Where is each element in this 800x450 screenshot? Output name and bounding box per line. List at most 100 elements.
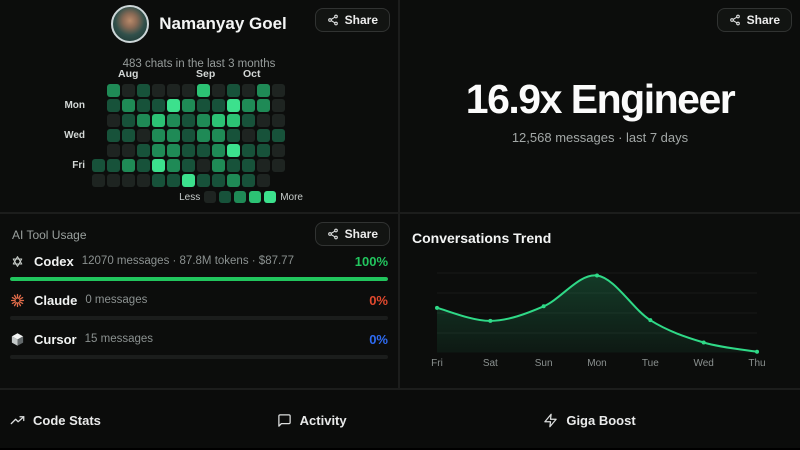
claude-logo-icon: [10, 293, 25, 308]
tool-progress-bar: [10, 277, 388, 281]
heatmap-cell: [242, 144, 255, 157]
heatmap-cell: [152, 114, 165, 127]
tool-percent: 100%: [354, 253, 388, 269]
heatmap-cell: [107, 144, 120, 157]
legend-swatch: [264, 191, 277, 203]
heatmap-cell: [167, 114, 180, 127]
heatmap-cell: [242, 174, 255, 187]
heatmap-cell: [137, 84, 150, 97]
legend-swatches: [204, 191, 277, 203]
heatmap-cell: [257, 174, 270, 187]
heatmap-cell: [272, 99, 285, 112]
heatmap-cell: [182, 144, 195, 157]
heatmap-cell: [227, 114, 240, 127]
heatmap-cell: [92, 159, 105, 172]
tool-details: 0 messages: [85, 294, 148, 306]
heatmap-cell: [257, 84, 270, 97]
heatmap-day-label: Mon: [64, 100, 85, 111]
heatmap-cell: [197, 129, 210, 142]
heatmap-cell: [167, 99, 180, 112]
heatmap-cell: [107, 99, 120, 112]
heatmap-cell: [182, 99, 195, 112]
heatmap-cell: [107, 114, 120, 127]
heatmap-cell: [212, 129, 225, 142]
share-button-label: Share: [746, 13, 780, 27]
tool-row-cursor: Cursor 15 messages 0%: [10, 331, 388, 359]
legend-more-label: More: [280, 191, 303, 203]
heatmap-cell: [152, 159, 165, 172]
heatmap-cell: [152, 129, 165, 142]
heatmap-cell: [197, 159, 210, 172]
heatmap-cell: [272, 159, 285, 172]
heatmap-cell: [182, 114, 195, 127]
heatmap-cell: [152, 84, 165, 97]
tool-percent: 0%: [369, 292, 388, 308]
heatmap-cell: [137, 174, 150, 187]
footer-item-label: Giga Boost: [566, 412, 636, 428]
tool-row-codex: Codex 12070 messages · 87.8M tokens · $87…: [10, 253, 388, 281]
heatmap-cell: [122, 114, 135, 127]
heatmap-cell: [182, 84, 195, 97]
heatmap-week-row: Wed: [64, 129, 287, 142]
tool-row-claude: Claude 0 messages 0%: [10, 292, 388, 320]
share-button-label: Share: [344, 227, 378, 241]
heatmap-day-label: Fri: [72, 160, 85, 171]
heatmap-cell: [242, 99, 255, 112]
lightning-icon: [543, 413, 558, 428]
heatmap-cell: [227, 159, 240, 172]
tool-progress-bar: [10, 355, 388, 359]
tool-percent: 0%: [369, 331, 388, 347]
heatmap-cell: [272, 84, 285, 97]
trend-title: Conversations Trend: [412, 230, 552, 246]
heatmap-cell: [122, 174, 135, 187]
heatmap-legend: Less More: [64, 191, 303, 203]
heatmap-cell: [227, 129, 240, 142]
heatmap-cell: [272, 144, 285, 157]
tool-name: Cursor: [34, 331, 77, 347]
tools-section-title: AI Tool Usage: [12, 228, 87, 242]
tool-details: 15 messages: [84, 333, 154, 345]
legend-swatch: [219, 191, 232, 203]
heatmap-cell: [137, 114, 150, 127]
share-button[interactable]: Share: [314, 8, 390, 32]
heatmap-cell: [197, 144, 210, 157]
footer-item-label: Activity: [299, 412, 347, 428]
chats-summary: 483 chats in the last 3 months: [122, 58, 276, 70]
footer-item-code-stats[interactable]: Code Stats: [0, 390, 267, 448]
heatmap-month-labels: Aug Sep Oct: [92, 68, 287, 81]
heatmap-week-row: Fri: [64, 159, 287, 172]
footer-item-giga-boost[interactable]: Giga Boost: [533, 390, 800, 448]
engineer-headline: 16.9x Engineer: [465, 75, 736, 122]
legend-swatch: [249, 191, 262, 203]
heatmap-cell: [257, 159, 270, 172]
heatmap-cell: [182, 129, 195, 142]
heatmap-cell: [107, 129, 120, 142]
trend-data-point: [701, 340, 706, 345]
share-nodes-icon: [327, 228, 338, 240]
heatmap-cell: [167, 144, 180, 157]
heatmap-cell: [197, 84, 210, 97]
heatmap-cell: [137, 144, 150, 157]
heatmap-cell: [152, 144, 165, 157]
share-button[interactable]: Share: [716, 8, 792, 32]
legend-swatch: [234, 191, 247, 203]
heatmap-cell: [137, 129, 150, 142]
heatmap-cell: [167, 159, 180, 172]
profile-card: Share Namanyay Goel 483 chats in the las…: [0, 0, 398, 212]
tool-details: 12070 messages · 87.8M tokens · $87.77: [81, 255, 294, 267]
share-button[interactable]: Share: [314, 222, 390, 246]
footer-item-activity[interactable]: Activity: [267, 390, 534, 448]
heatmap-cell: [197, 114, 210, 127]
bottom-bar: Code Stats Activity Giga Boost: [0, 388, 800, 448]
trend-chart: Fri Sat Sun Mon Tue Wed Thu: [431, 272, 766, 369]
heatmap-month-label: Oct: [243, 68, 261, 80]
trend-data-point: [648, 318, 653, 323]
heatmap-cell: [107, 174, 120, 187]
heatmap-cell: [152, 174, 165, 187]
legend-less-label: Less: [179, 191, 201, 203]
trend-x-label: Wed: [693, 358, 713, 369]
heatmap-week-row: [64, 114, 287, 127]
heatmap-cell: [122, 84, 135, 97]
contribution-heatmap: Aug Sep Oct Mon Wed Fri Less More: [64, 68, 303, 203]
tool-progress-bar: [10, 316, 388, 320]
